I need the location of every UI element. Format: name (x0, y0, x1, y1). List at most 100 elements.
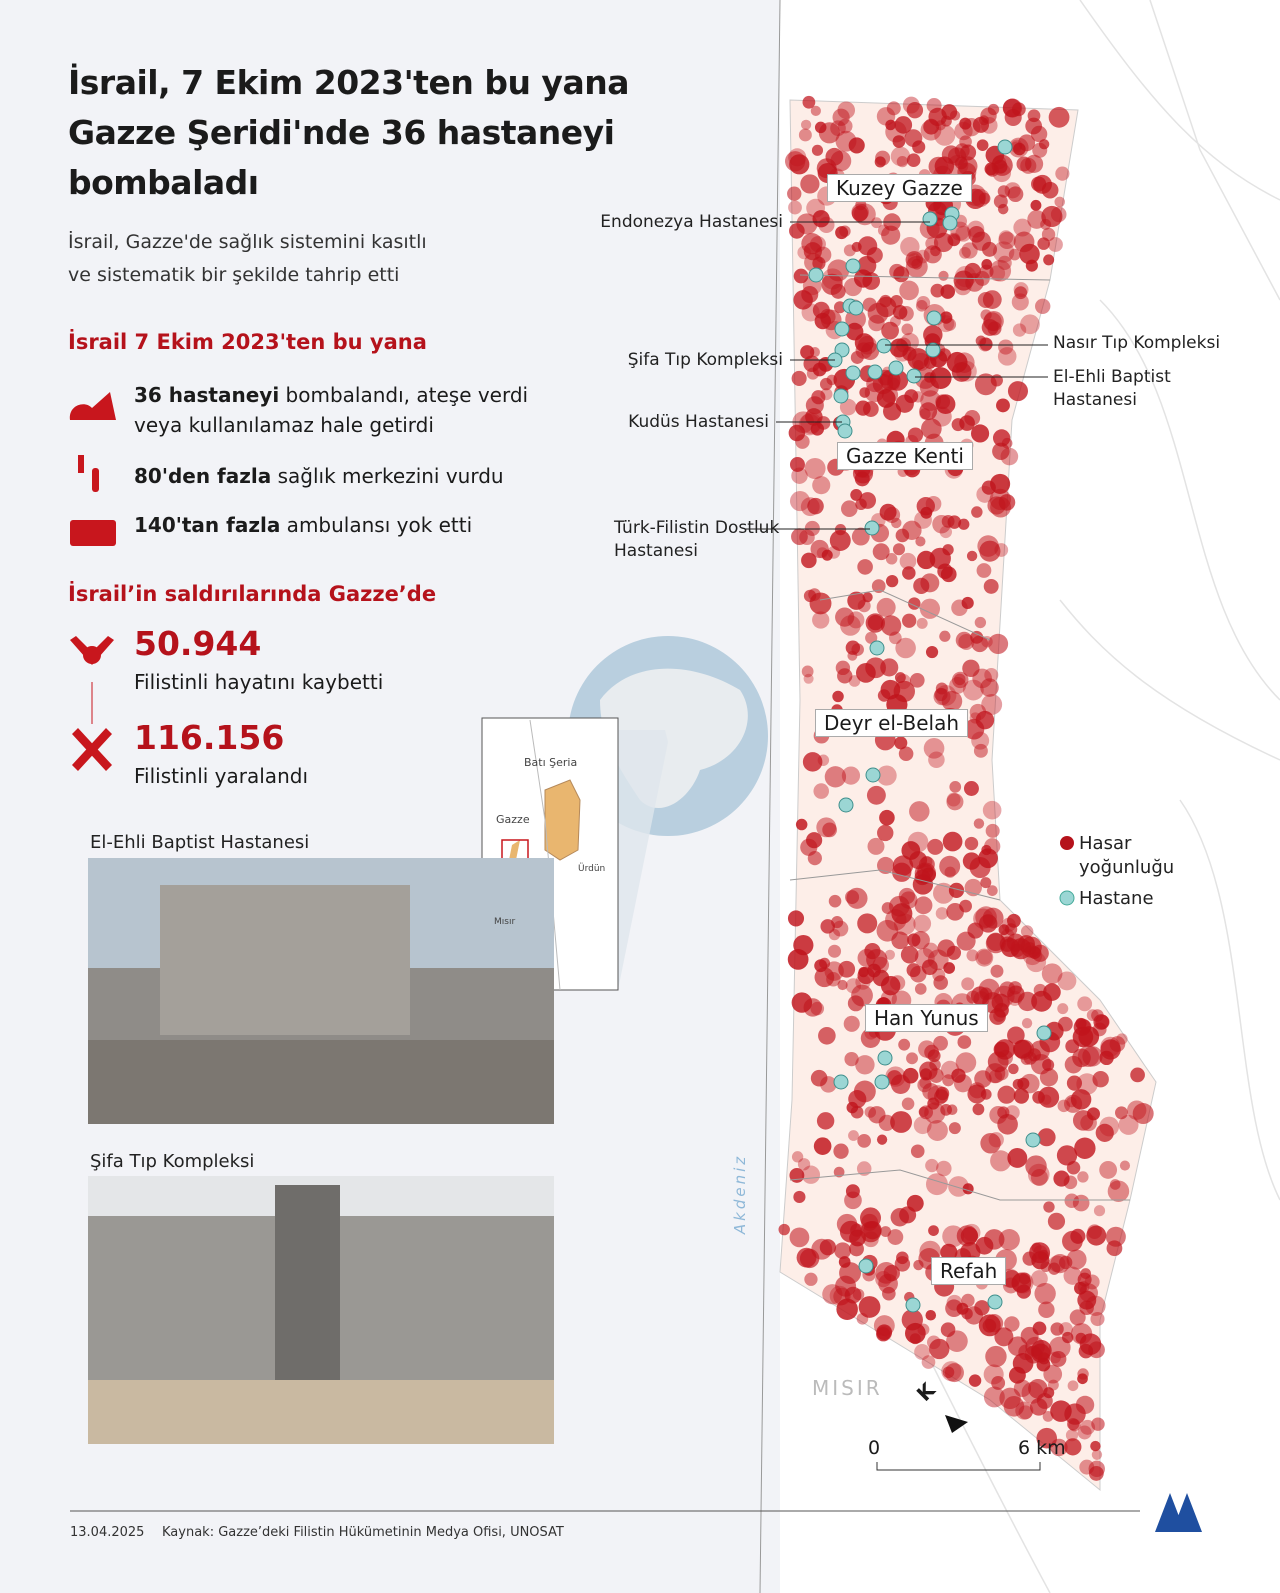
damage-dot (989, 259, 1012, 282)
damage-dot (1037, 1086, 1060, 1108)
damage-dot (942, 544, 954, 556)
hospitals (808, 139, 1052, 1313)
damage-dot (983, 578, 999, 594)
damage-dot (980, 877, 992, 889)
damage-dot (1068, 1418, 1081, 1432)
damage-dot (929, 1338, 950, 1360)
damage-dot (956, 1225, 978, 1247)
damage-dot (976, 563, 992, 578)
damage-dot (1090, 1440, 1101, 1452)
damage-dot (857, 1133, 872, 1148)
damage-dot (1130, 1067, 1145, 1083)
damage-dot (882, 1286, 896, 1301)
region-label: Refah (931, 1257, 1007, 1285)
damage-dot (896, 156, 909, 168)
damage-dot (1043, 983, 1061, 1001)
damage-dot (909, 801, 930, 822)
damage-dot (946, 1330, 968, 1352)
damage-dot (914, 869, 931, 886)
damage-dot (845, 308, 866, 330)
damage-dot (998, 924, 1010, 936)
damage-dot (1043, 1364, 1063, 1384)
damage-dot (990, 496, 1011, 518)
damage-dot (877, 224, 890, 237)
damage-dot (923, 942, 939, 958)
damage-dot (941, 514, 955, 528)
stat-label: Filistinli yaralandı (134, 764, 308, 788)
damage-dot (953, 270, 974, 291)
damage-dot (1070, 1228, 1086, 1244)
damage-dot (818, 122, 840, 144)
damage-dot (885, 119, 896, 131)
damage-dot (980, 678, 999, 697)
damage-dot (905, 1322, 926, 1344)
damage-dot (923, 738, 945, 759)
damage-dot (885, 575, 899, 588)
damage-dot (845, 978, 861, 994)
damage-dot (987, 633, 1009, 654)
damage-dot (1072, 1110, 1094, 1131)
damage-dot (1004, 1316, 1020, 1332)
damage-dot (975, 335, 987, 347)
damage-dot (992, 241, 1015, 263)
damage-dot (1027, 109, 1041, 123)
damage-dot (983, 1386, 1005, 1408)
damage-dot (921, 1355, 936, 1369)
damage-dot (816, 416, 831, 430)
section-heading: İsrail 7 Ekim 2023'ten bu yana (68, 330, 427, 354)
damage-dot (915, 299, 928, 312)
damage-dot (911, 258, 923, 270)
damage-dot (998, 230, 1014, 245)
region-label: Kuzey Gazze (827, 174, 972, 202)
damage-dot (1021, 1018, 1033, 1029)
damage-dot (1092, 1071, 1109, 1088)
damage-dot (899, 280, 919, 301)
damage-dot (837, 979, 848, 991)
damage-dot (949, 781, 962, 793)
damage-dot (866, 785, 886, 805)
damage-dot (1023, 942, 1037, 955)
damage-dot (791, 370, 807, 386)
damage-dot (927, 1049, 941, 1063)
damage-dot (899, 552, 917, 570)
damage-dot (928, 107, 947, 127)
damage-dot (1100, 1036, 1121, 1057)
hospital-label: Türk-Filistin Dostluk Hastanesi (614, 518, 780, 561)
damage-dot (1066, 1075, 1083, 1091)
stat-number: 116.156 (134, 718, 285, 757)
stat-bold: 140'tan fazla (134, 513, 281, 537)
damage-dot (962, 1223, 981, 1242)
hospital-dot (905, 1297, 921, 1313)
stat-bold: 36 hastaneyi (134, 383, 280, 407)
damage-dot (1008, 981, 1022, 995)
damage-dot (942, 1225, 965, 1248)
damage-dot (975, 948, 994, 967)
footer-source: Kaynak: Gazze’deki Filistin Hükümetinin … (162, 1525, 564, 1540)
damage-dot (813, 1137, 832, 1155)
damage-dot (1077, 1425, 1092, 1440)
damage-dot (890, 315, 901, 327)
damage-dot (951, 1068, 966, 1083)
damage-dot (800, 174, 820, 194)
damage-dot (955, 631, 973, 649)
damage-dot (998, 339, 1014, 355)
damage-dot (901, 323, 914, 336)
damage-dot (974, 616, 987, 629)
damage-dot (1007, 1026, 1025, 1045)
damage-dot (883, 402, 902, 421)
damage-dot (1041, 205, 1063, 228)
damage-dot (930, 283, 945, 298)
damage-dot (968, 1374, 982, 1387)
damage-dot (890, 1111, 913, 1133)
damage-dot (997, 185, 1011, 198)
district-borders (789, 274, 1130, 1201)
damage-dot (990, 473, 1011, 494)
damage-dot (840, 615, 861, 636)
hospital-dot (808, 267, 824, 283)
damage-dot (892, 543, 906, 556)
damage-dot (895, 637, 916, 659)
hospital-dot (922, 211, 938, 227)
title: İsrail, 7 Ekim 2023'ten bu yana Gazze Şer… (68, 58, 629, 208)
damage-dot (937, 563, 953, 579)
damage-dot (1057, 1016, 1073, 1032)
